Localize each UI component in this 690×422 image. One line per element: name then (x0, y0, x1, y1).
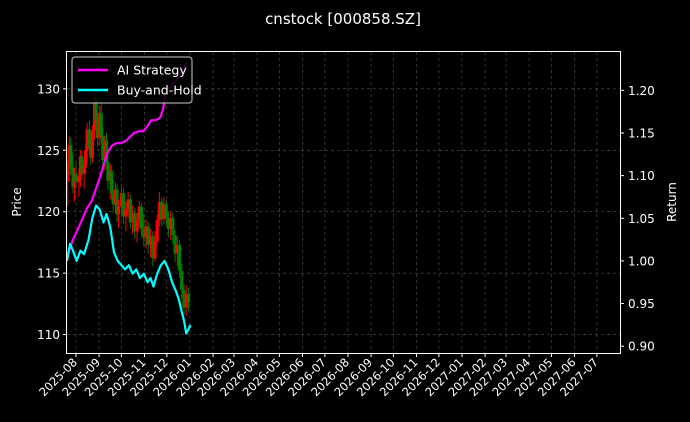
candle-body (111, 193, 115, 205)
candle-body (139, 206, 144, 229)
candle-body (142, 228, 146, 238)
left-y-tick-label: 130 (37, 82, 60, 96)
candle-body (171, 217, 175, 236)
candle-body (128, 199, 132, 223)
legend-label-buy-and-hold: Buy-and-Hold (117, 83, 202, 98)
right-y-tick-label: 1.00 (628, 254, 655, 268)
left-axis-label: Price (10, 187, 24, 216)
candle-body (175, 244, 179, 254)
legend-label-ai-strategy: AI Strategy (117, 63, 187, 78)
right-y-tick-label: 1.05 (628, 212, 655, 226)
candle-body (95, 119, 100, 138)
candle-body (106, 162, 110, 181)
candle-body (119, 193, 124, 207)
candle-body (90, 130, 94, 158)
left-y-tick-label: 125 (37, 144, 60, 158)
candle-body (166, 217, 170, 229)
candle-body (137, 206, 141, 221)
candle-body (69, 145, 73, 168)
candle-body (110, 171, 114, 194)
right-y-tick-label: 0.95 (628, 297, 655, 311)
candle-body (94, 97, 98, 120)
candle-body (151, 236, 155, 259)
left-y-tick-label: 115 (37, 267, 60, 281)
candle-body (130, 212, 135, 223)
candle-body (144, 226, 148, 238)
candle-body (99, 113, 103, 136)
candle-body (164, 204, 168, 218)
candle-body (77, 176, 81, 183)
left-y-tick-label: 120 (37, 205, 60, 219)
candle-body (146, 226, 150, 245)
candle-body (162, 204, 166, 220)
candle-body (168, 217, 173, 229)
candle-body (116, 206, 121, 215)
right-y-tick-label: 1.10 (628, 169, 655, 183)
right-y-axis: 0.90 0.95 1.00 1.05 1.10 1.15 1.20 (620, 84, 655, 354)
left-y-axis: 110 115 120 125 130 (37, 82, 67, 342)
candle-body (180, 270, 184, 291)
candle-body (153, 241, 157, 259)
candle-body (122, 193, 126, 217)
candle-body (177, 244, 182, 271)
legend-box (71, 56, 193, 104)
candle-body (84, 150, 88, 168)
candle-body (74, 173, 78, 183)
candle-body (104, 140, 109, 163)
left-y-tick-label: 110 (37, 328, 60, 342)
candle-body (124, 209, 128, 217)
candle-body (182, 290, 186, 308)
legend: AI Strategy Buy-and-Hold (71, 56, 202, 104)
candle-body (85, 129, 89, 151)
candle-body (135, 220, 139, 232)
right-y-tick-label: 1.15 (628, 127, 655, 141)
candle-body (87, 129, 91, 148)
right-axis-label: Return (665, 182, 679, 222)
candle-body (66, 165, 70, 181)
candle-body (160, 201, 164, 220)
candlesticks (66, 83, 191, 317)
candle-body (155, 220, 159, 242)
chart-title: cnstock [000858.SZ] (265, 10, 421, 28)
candle-body (126, 199, 130, 210)
line-buy-and-hold (65, 204, 192, 335)
plot-frame (66, 51, 621, 354)
candle-body (101, 135, 105, 161)
candle-body (80, 156, 84, 174)
candle-body (133, 212, 137, 232)
candle-body (173, 235, 177, 254)
candle-body (184, 294, 188, 308)
candle-body (148, 236, 153, 245)
candle-body (115, 189, 119, 215)
candle-body (157, 201, 162, 221)
right-y-tick-label: 1.20 (628, 84, 655, 98)
candle-body (186, 294, 191, 303)
right-y-tick-label: 0.90 (628, 340, 655, 354)
candle-body (82, 167, 86, 174)
